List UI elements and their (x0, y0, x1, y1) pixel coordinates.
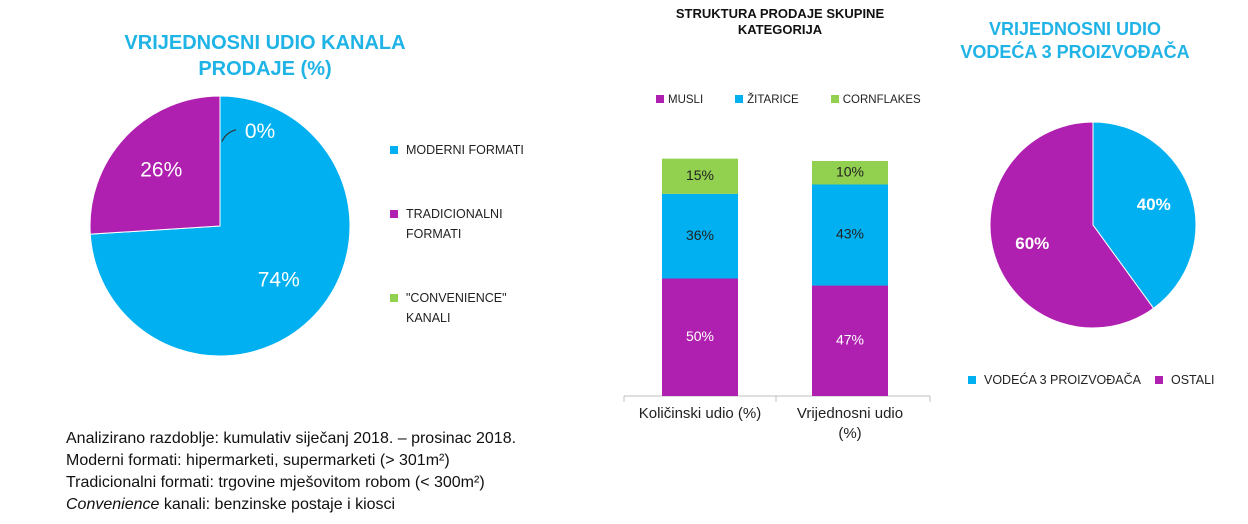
bar-segment (662, 278, 738, 396)
bar-segment (812, 285, 888, 396)
pie1-chart: 74% 26% 0% (89, 95, 351, 357)
bar-segment (812, 184, 888, 286)
legend-label: VODEĆA 3 PROIZVOĐAČA (984, 373, 1141, 387)
bar-data-label: 43% (836, 226, 864, 242)
pie1-legend-item: "CONVENIENCE" KANALI (390, 288, 560, 328)
legend-swatch (1154, 376, 1163, 384)
bar-legend-item: MUSLI (656, 90, 703, 110)
legend-swatch (968, 376, 976, 384)
bar-data-label: 15% (686, 167, 714, 183)
legend-label: "CONVENIENCE" KANALI (406, 291, 507, 325)
bar-legend: MUSLI ŽITARICE CORNFLAKES (656, 90, 921, 110)
note-line: Convenience kanali: benzinske postaje i … (66, 494, 516, 516)
note-text: kanali: benzinske postaje i kiosci (159, 496, 396, 513)
pie-data-label: 0% (245, 120, 275, 143)
stacked-bar-chart: 50% 36% 15% Količinski udio (%) 47% 43% 10% Vri… (623, 158, 931, 442)
legend-swatch (656, 95, 664, 103)
note-line: Tradicionalni formati: trgovine mješovit… (66, 474, 485, 491)
legend-swatch (390, 210, 398, 218)
x-tick-label: Količinski udio (%) (639, 405, 762, 422)
legend-label: OSTALI (1170, 373, 1215, 387)
bar-legend-item: ŽITARICE (735, 90, 799, 110)
pie-data-label: 26% (140, 158, 182, 181)
pie2-legend: VODEĆA 3 PROIZVOĐAČA OSTALI (968, 370, 1215, 390)
legend-label: ŽITARICE (747, 94, 799, 106)
note-emphasis: Convenience (66, 496, 160, 513)
pie-slice (989, 121, 1155, 329)
legend-swatch (390, 294, 398, 302)
bar-segment (662, 193, 738, 279)
bar-chart-title: STRUKTURA PRODAJE SKUPINE KATEGORIJA (675, 6, 885, 37)
bar-data-label: 47% (836, 331, 864, 347)
bar-data-label: 36% (686, 227, 714, 243)
pie1-legend: MODERNI FORMATI TRADICIONALNI FORMATI "C… (390, 140, 560, 372)
pie-slice (89, 95, 221, 235)
pie-slice (1092, 121, 1197, 310)
pie2-legend-item: VODEĆA 3 PROIZVOĐAČA (968, 370, 1141, 390)
pie1-legend-item: MODERNI FORMATI (390, 140, 560, 160)
bar-segment (662, 158, 738, 194)
legend-label: TRADICIONALNI FORMATI (406, 207, 503, 241)
x-tick-label: Vrijednosni udio (%) (797, 405, 903, 442)
bar-data-label: 50% (686, 328, 714, 344)
legend-label: MUSLI (668, 94, 704, 106)
legend-swatch (830, 95, 839, 103)
footnotes: Analizirano razdoblje: kumulativ siječan… (66, 428, 516, 516)
pie2-legend-item: OSTALI (1154, 370, 1215, 390)
legend-swatch (735, 95, 744, 103)
pie-data-label: 74% (258, 269, 300, 292)
note-line: Moderni formati: hipermarketi, supermark… (66, 452, 450, 469)
pie1-legend-item: TRADICIONALNI FORMATI (390, 204, 560, 244)
pie-data-label: 40% (1137, 195, 1171, 214)
pie1-title: VRIJEDNOSNI UDIO KANALA PRODAJE (%) (124, 32, 406, 80)
pie2-chart: 40% 60% (989, 121, 1197, 329)
pie2-title: VRIJEDNOSNI UDIO VODEĆA 3 PROIZVOĐAČA (960, 19, 1190, 62)
note-line: Analizirano razdoblje: kumulativ siječan… (66, 430, 517, 447)
bar-data-label: 10% (836, 163, 864, 179)
legend-swatch (390, 146, 398, 154)
pie-data-label: 60% (1015, 234, 1049, 253)
bar-legend-item: CORNFLAKES (830, 90, 921, 110)
legend-label: CORNFLAKES (842, 94, 921, 106)
legend-label: MODERNI FORMATI (406, 143, 524, 157)
leader-line (221, 129, 237, 142)
bar-segment (812, 161, 888, 185)
